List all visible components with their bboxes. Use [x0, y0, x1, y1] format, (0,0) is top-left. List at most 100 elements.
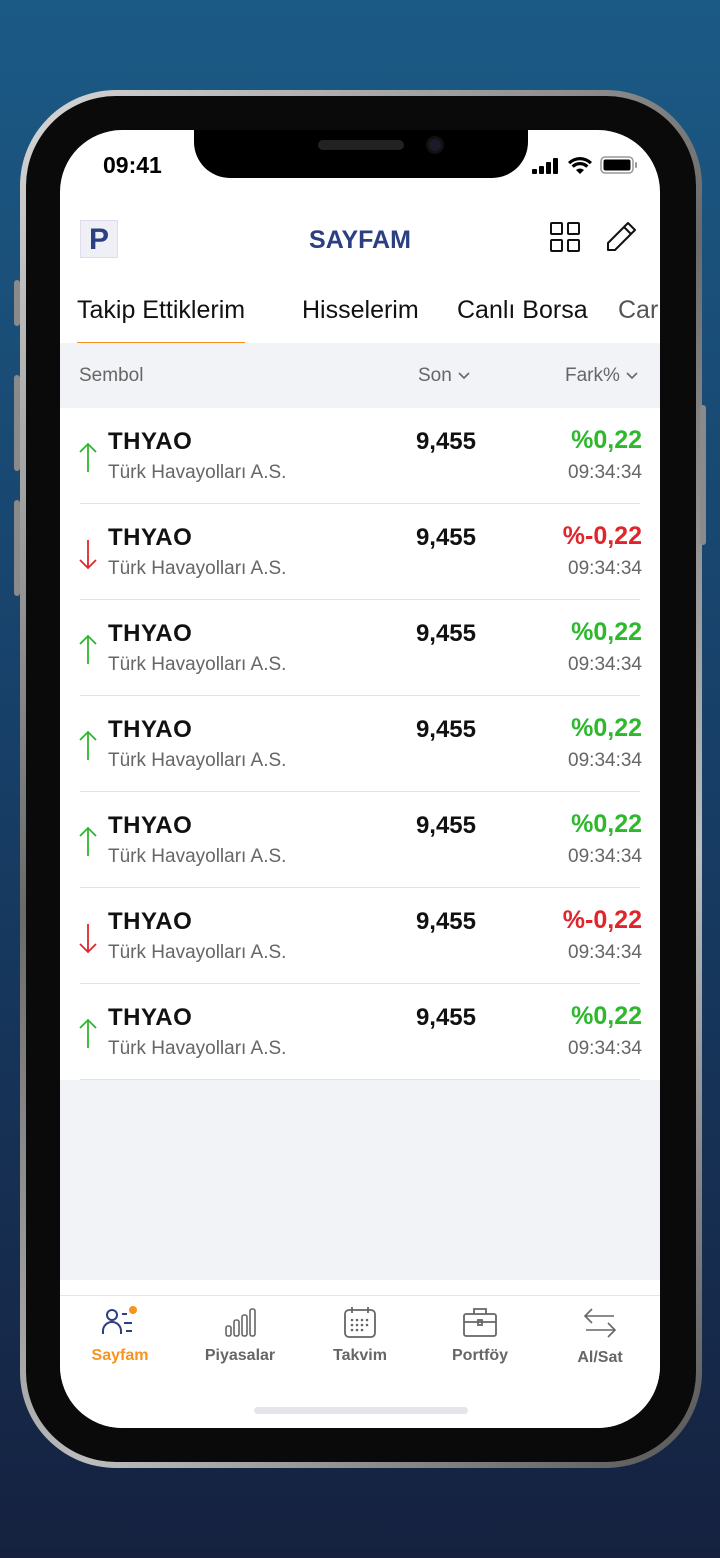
row-change: %0,22 — [571, 714, 642, 742]
user-list-icon — [102, 1306, 137, 1334]
arrow-up-icon — [79, 1018, 97, 1048]
row-price: 9,455 — [415, 428, 476, 455]
table-row[interactable]: THYAO Türk Havayolları A.S. 9,455 %0,22 … — [60, 984, 660, 1080]
screen: 09:41 P SAYFAM Takip Ettiklerim Hisseler… — [60, 130, 660, 1428]
power-button — [700, 405, 706, 545]
row-divider — [80, 503, 640, 504]
row-price: 9,455 — [415, 1004, 476, 1031]
wifi-icon — [568, 157, 592, 174]
tabbar-label: Portföy — [452, 1347, 508, 1364]
row-price: 9,455 — [415, 716, 476, 743]
row-time: 09:34:34 — [568, 846, 642, 867]
row-symbol: THYAO — [108, 716, 193, 743]
row-time: 09:34:34 — [568, 558, 642, 579]
row-change: %-0,22 — [562, 522, 642, 550]
tab-canli-borsa[interactable]: Canlı Borsa — [457, 296, 588, 324]
notch — [194, 130, 528, 178]
row-symbol: THYAO — [108, 812, 193, 839]
bottom-tab-bar: Sayfam Piyasalar Takvim Portföy Al/Sat — [60, 1295, 660, 1428]
column-symbol[interactable]: Sembol — [79, 365, 144, 386]
briefcase-icon — [463, 1308, 497, 1337]
row-time: 09:34:34 — [568, 1038, 642, 1059]
row-company-name: Türk Havayolları A.S. — [108, 942, 287, 963]
row-change: %0,22 — [571, 618, 642, 646]
tabbar-item-piyasalar[interactable]: Piyasalar — [180, 1306, 300, 1365]
tabbar-label: Piyasalar — [204, 1347, 276, 1364]
column-header: Sembol Son Fark% — [60, 343, 660, 408]
tabbar-label: Al/Sat — [577, 1349, 623, 1366]
swap-arrows-icon — [583, 1308, 617, 1338]
arrow-up-icon — [79, 634, 97, 664]
battery-icon — [600, 156, 637, 174]
table-row[interactable]: THYAO Türk Havayolları A.S. 9,455 %0,22 … — [60, 600, 660, 696]
row-symbol: THYAO — [108, 524, 193, 551]
app-header: P SAYFAM — [60, 218, 660, 262]
row-divider — [80, 983, 640, 984]
status-time: 09:41 — [103, 152, 162, 178]
grid-icon[interactable] — [550, 222, 580, 252]
signal-icon — [532, 158, 558, 174]
row-change: %0,22 — [571, 426, 642, 454]
column-last-label: Son — [418, 365, 452, 386]
row-divider — [80, 599, 640, 600]
row-company-name: Türk Havayolları A.S. — [108, 750, 287, 771]
home-indicator — [254, 1407, 468, 1414]
table-row[interactable]: THYAO Türk Havayolları A.S. 9,455 %-0,22… — [60, 504, 660, 600]
row-company-name: Türk Havayolları A.S. — [108, 558, 287, 579]
row-time: 09:34:34 — [568, 750, 642, 771]
tabbar-label: Takvim — [333, 1347, 387, 1364]
tab-strip: Takip Ettiklerim Hisselerim Canlı Borsa … — [60, 296, 660, 344]
column-change[interactable]: Fark% — [565, 365, 639, 387]
tabbar-label: Sayfam — [91, 1347, 149, 1364]
arrow-down-icon — [79, 924, 97, 954]
tabbar-item-sayfam[interactable]: Sayfam — [60, 1306, 180, 1365]
row-change: %-0,22 — [562, 906, 642, 934]
mute-switch — [14, 280, 20, 326]
row-symbol: THYAO — [108, 428, 193, 455]
row-company-name: Türk Havayolları A.S. — [108, 1038, 287, 1059]
tabbar-item-al-sat[interactable]: Al/Sat — [540, 1306, 660, 1367]
arrow-down-icon — [79, 540, 97, 570]
row-time: 09:34:34 — [568, 942, 642, 963]
tab-more[interactable]: Car — [618, 296, 659, 324]
row-divider — [80, 1079, 640, 1080]
row-time: 09:34:34 — [568, 462, 642, 483]
row-divider — [80, 695, 640, 696]
row-price: 9,455 — [415, 908, 476, 935]
row-symbol: THYAO — [108, 908, 193, 935]
status-icons — [532, 156, 638, 174]
arrow-up-icon — [79, 826, 97, 856]
row-symbol: THYAO — [108, 1004, 193, 1031]
row-company-name: Türk Havayolları A.S. — [108, 462, 287, 483]
row-company-name: Türk Havayolları A.S. — [108, 654, 287, 675]
edit-pencil-icon[interactable] — [604, 220, 638, 254]
table-row[interactable]: THYAO Türk Havayolları A.S. 9,455 %-0,22… — [60, 888, 660, 984]
row-change: %0,22 — [571, 1002, 642, 1030]
app-logo[interactable]: P — [80, 220, 118, 258]
tab-takip-ettiklerim[interactable]: Takip Ettiklerim — [77, 296, 246, 344]
row-time: 09:34:34 — [568, 654, 642, 675]
arrow-up-icon — [79, 442, 97, 472]
watchlist: THYAO Türk Havayolları A.S. 9,455 %0,22 … — [60, 408, 660, 1280]
table-row[interactable]: THYAO Türk Havayolları A.S. 9,455 %0,22 … — [60, 792, 660, 888]
table-row[interactable]: THYAO Türk Havayolları A.S. 9,455 %0,22 … — [60, 696, 660, 792]
volume-up-button — [14, 375, 20, 471]
column-change-label: Fark% — [565, 365, 620, 386]
row-change: %0,22 — [571, 810, 642, 838]
row-price: 9,455 — [415, 812, 476, 839]
column-last[interactable]: Son — [418, 365, 471, 387]
row-price: 9,455 — [415, 620, 476, 647]
row-company-name: Türk Havayolları A.S. — [108, 846, 287, 867]
row-divider — [80, 887, 640, 888]
row-symbol: THYAO — [108, 620, 193, 647]
bar-chart-icon — [225, 1308, 256, 1337]
calendar-icon — [344, 1307, 376, 1338]
tab-hisselerim[interactable]: Hisselerim — [302, 296, 419, 324]
table-row[interactable]: THYAO Türk Havayolları A.S. 9,455 %0,22 … — [60, 408, 660, 504]
arrow-up-icon — [79, 730, 97, 760]
row-price: 9,455 — [415, 524, 476, 551]
tabbar-item-portfoy[interactable]: Portföy — [420, 1306, 540, 1365]
tabbar-item-takvim[interactable]: Takvim — [300, 1306, 420, 1365]
row-divider — [80, 791, 640, 792]
chevron-down-icon — [626, 372, 638, 380]
